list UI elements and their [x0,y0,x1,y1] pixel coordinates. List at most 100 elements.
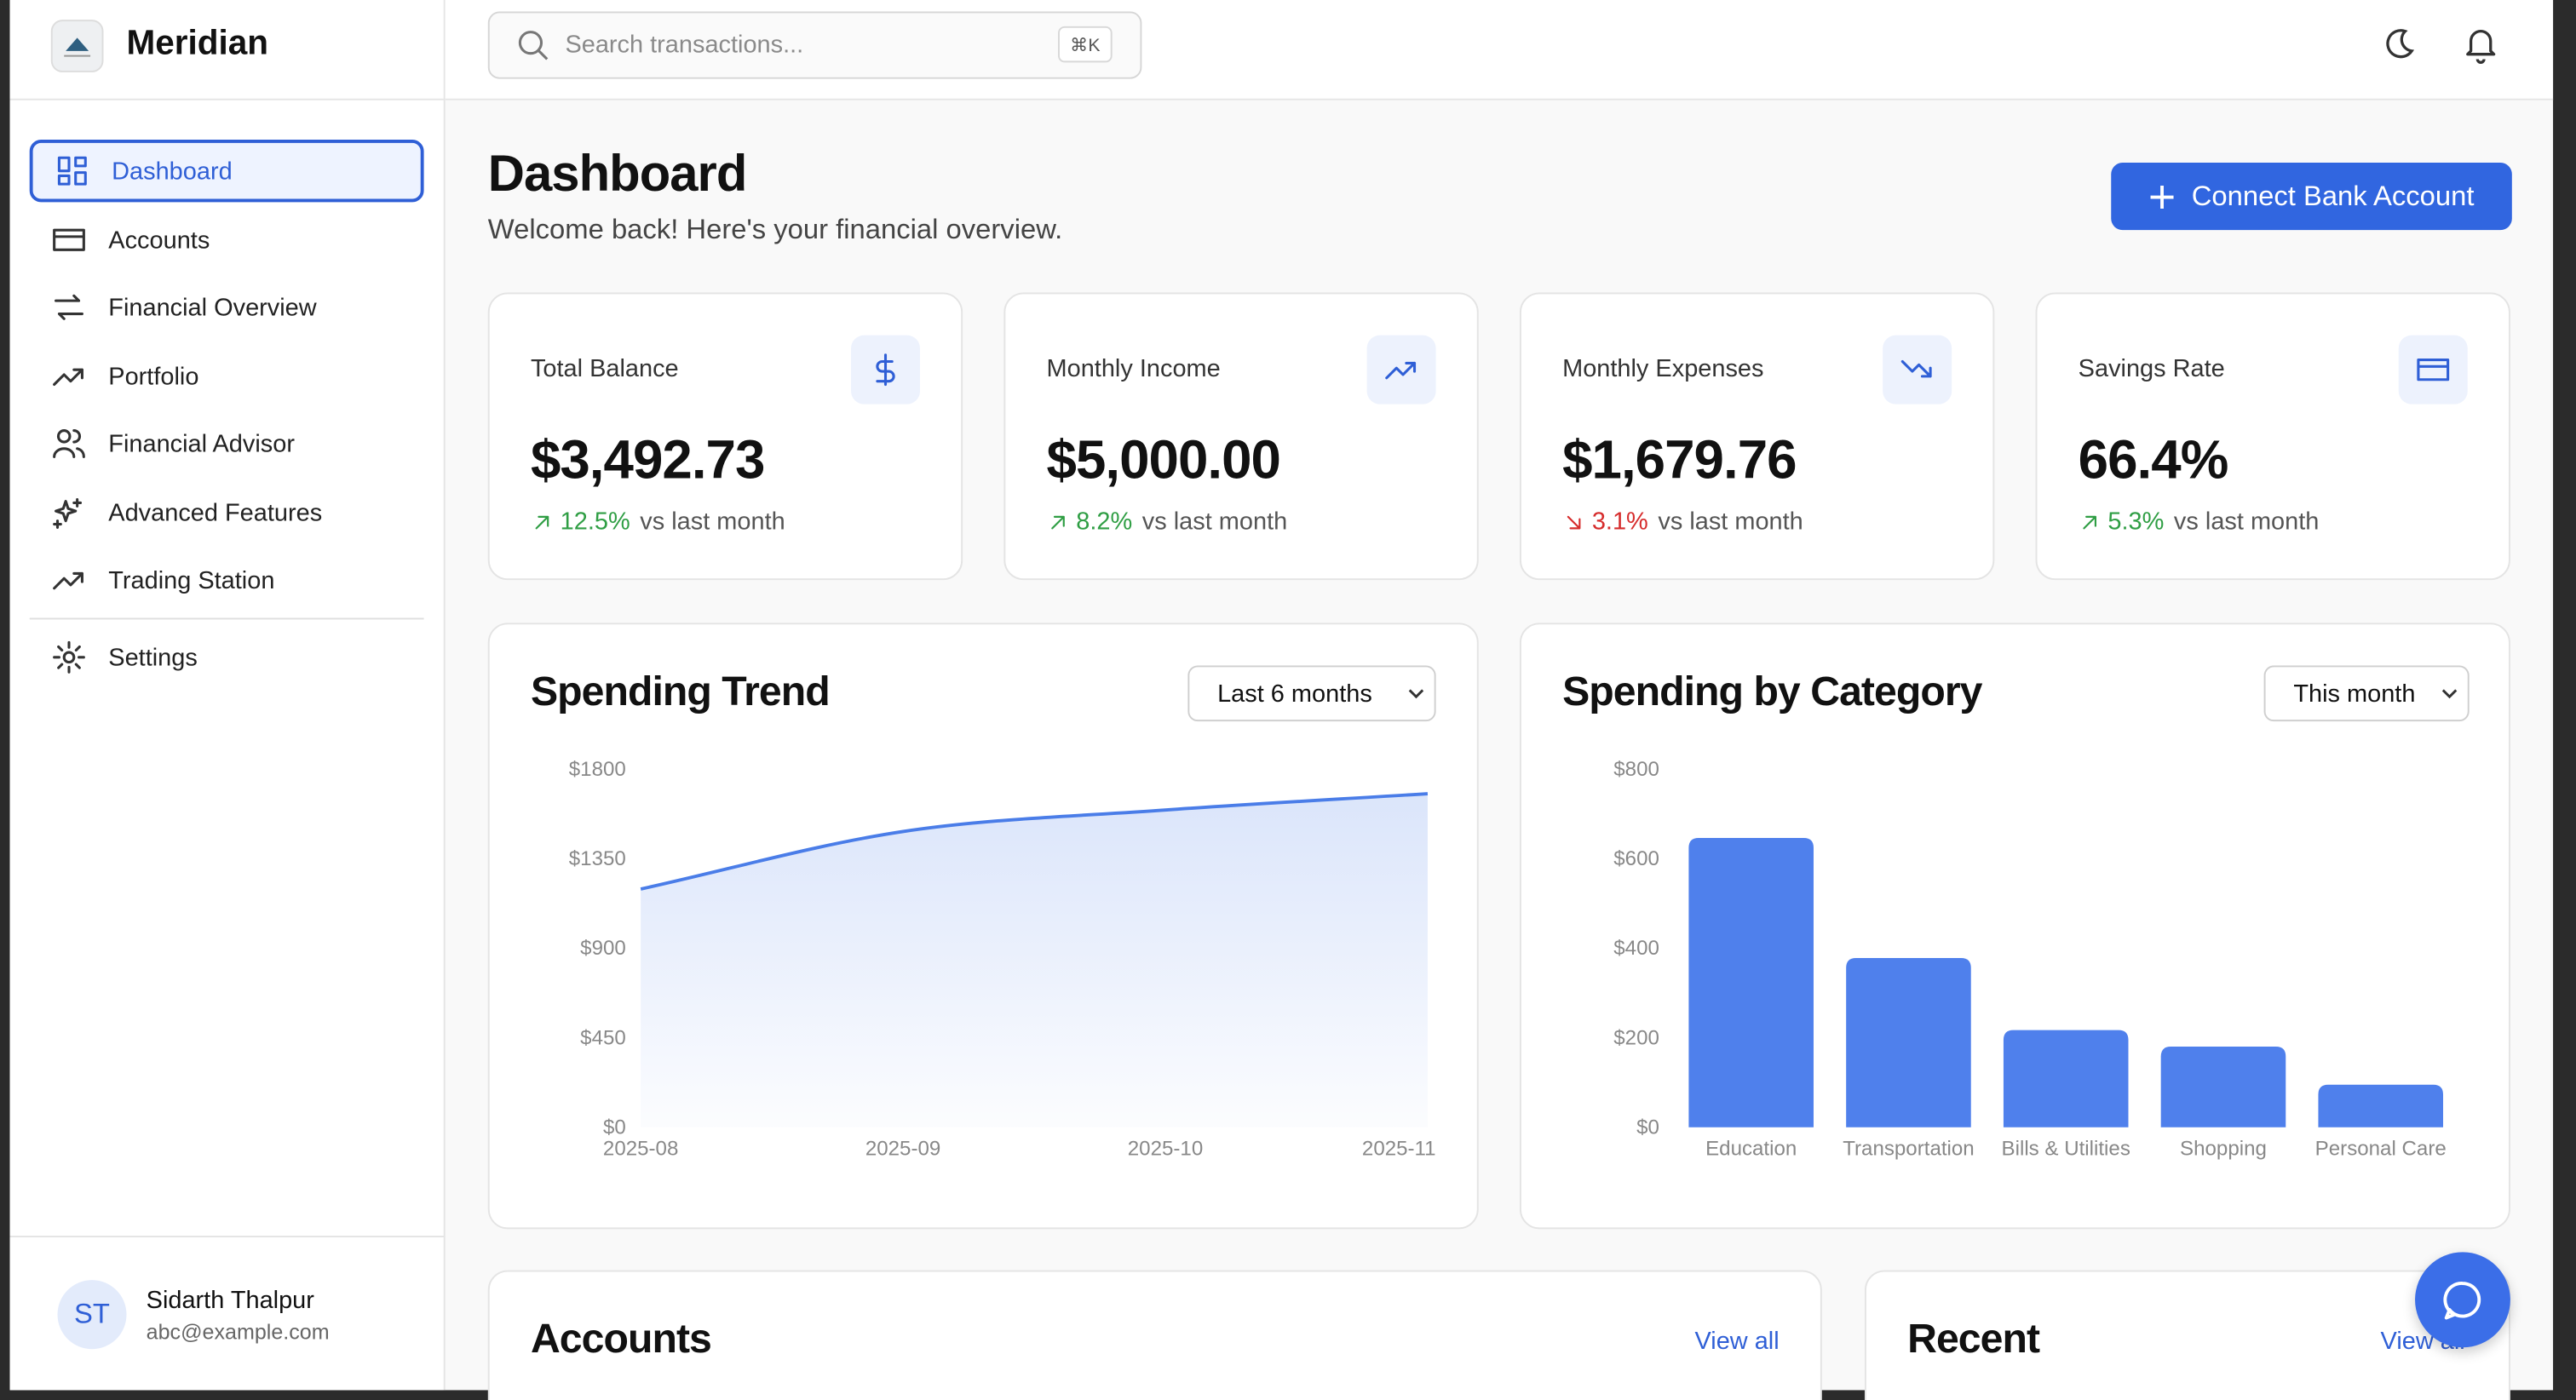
stat-label: Monthly Income [1046,354,1221,383]
nav-label: Advanced Features [108,498,323,527]
icon [57,156,87,186]
app-name: Meridian [126,24,269,63]
stat-card: Savings Rate 66.4% 5.3% vs last month [2035,292,2510,581]
icon [2083,514,2097,529]
nav-item[interactable]: Advanced Features [30,481,424,543]
icon-path [53,498,83,529]
x-tick-label: Transportation [1843,1138,1975,1161]
nav-label: Portfolio [108,362,199,391]
x-tick-label: Personal Care [2315,1138,2447,1161]
search-placeholder: Search transactions... [565,31,804,60]
nav-item[interactable]: Trading Station [30,548,424,611]
stat-icon [1366,335,1436,405]
chevron [1408,689,1424,699]
card-title: Accounts [530,1316,712,1363]
stat-label: Monthly Expenses [1562,354,1764,383]
icon-path [1567,514,1581,529]
nav-item[interactable]: Financial Overview [30,276,424,338]
card-title: Recent [1907,1316,2040,1363]
icon-path [53,640,85,674]
accounts-card: Accounts View all [487,1270,1822,1400]
nav-label: Financial Overview [108,293,317,322]
change-value: 3.1% [1591,508,1648,536]
y-tick-label: $600 [1613,847,1659,870]
nav-label: Trading Station [108,565,275,594]
icon-path [1900,359,1932,378]
nav-item[interactable]: Financial Advisor [30,412,424,474]
y-tick-label: $0 [1636,1116,1659,1139]
notifications[interactable] [2463,25,2498,64]
change-note: vs last month [2173,508,2320,536]
bar [2003,1030,2129,1127]
view-all-link[interactable]: View all [1694,1328,1780,1356]
icon [55,294,83,320]
icon-path [876,353,895,387]
stat-card: Total Balance $3,492.73 12.5% vs last month [487,292,963,581]
category-card: Spending by Category This month [1519,623,2510,1230]
button-label: Connect Bank Account [2191,180,2475,211]
nav-label: Settings [108,643,198,672]
icon [53,368,83,387]
shortcut: ⌘K [1058,26,1113,63]
change-value: 12.5% [560,508,630,536]
divider [9,1236,446,1237]
select-label: Last 6 months [1217,679,1372,708]
y-tick-label: $900 [580,937,626,960]
y-tick-label: $1800 [569,758,626,781]
stat-change: 12.5% vs last month [531,508,785,536]
divider [29,617,424,620]
y-tick-label: $0 [603,1116,626,1139]
icon [53,498,83,529]
y-tick-label: $800 [1613,758,1659,781]
nav-label: Accounts [108,226,210,255]
period-select[interactable]: Last 6 months [1187,665,1436,722]
y-tick-label: $400 [1613,937,1659,960]
logo [50,20,104,72]
chevron [2441,689,2458,699]
y-tick-label: $1350 [569,847,626,870]
icon [1385,361,1417,380]
x-tick-label: 2025-08 [603,1138,678,1161]
y-tick-label: $200 [1613,1026,1659,1049]
user-email: abc@example.com [146,1319,330,1345]
change-note: vs last month [1141,508,1288,536]
icon [53,228,85,251]
x-tick-label: 2025-09 [865,1138,940,1161]
bar [2318,1084,2444,1127]
stat-card: Monthly Income $5,000.00 8.2% vs last month [1003,292,1479,581]
chat-icon [2443,1282,2481,1320]
nav-item[interactable]: Portfolio [30,345,424,407]
stat-icon [1883,335,1952,405]
chat-button[interactable] [2415,1252,2510,1348]
connect-bank-button[interactable]: Connect Bank Account [2111,163,2512,231]
icon [1567,514,1581,529]
stat-change: 5.3% vs last month [2079,508,2320,536]
bar [1846,957,1971,1127]
icon [876,353,895,387]
nav-label: Dashboard [112,157,233,186]
x-tick-label: 2025-11 [1362,1138,1436,1161]
sidebar: Meridian ST Sidarth Thalpur abc@example.… [9,0,446,1391]
select-label: This month [2293,679,2416,708]
user-name: Sidarth Thalpur [146,1286,314,1315]
line [640,792,1429,891]
nav-item[interactable]: Accounts [30,209,424,271]
nav-item[interactable]: Settings [30,626,424,688]
period-select[interactable]: This month [2263,665,2470,722]
x-tick-label: Bills & Utilities [2002,1138,2130,1161]
change-note: vs last month [640,508,785,536]
theme-toggle[interactable] [2381,26,2417,62]
page-subtitle: Welcome back! Here's your financial over… [487,213,1063,245]
plus-icon [2150,185,2174,209]
nav-item[interactable]: Dashboard [29,140,424,203]
recent-card: Recent View all [1864,1270,2510,1400]
search-box[interactable]: Search transactions... ⌘K [487,11,1142,79]
x-tick-label: 2025-10 [1128,1138,1203,1161]
icon [53,429,85,458]
stat-label: Total Balance [530,354,679,383]
avatar[interactable]: ST [57,1280,127,1350]
stat-card: Monthly Expenses $1,679.76 3.1% vs last mon… [1519,292,1995,581]
stat-value: $1,679.76 [1562,428,1797,491]
